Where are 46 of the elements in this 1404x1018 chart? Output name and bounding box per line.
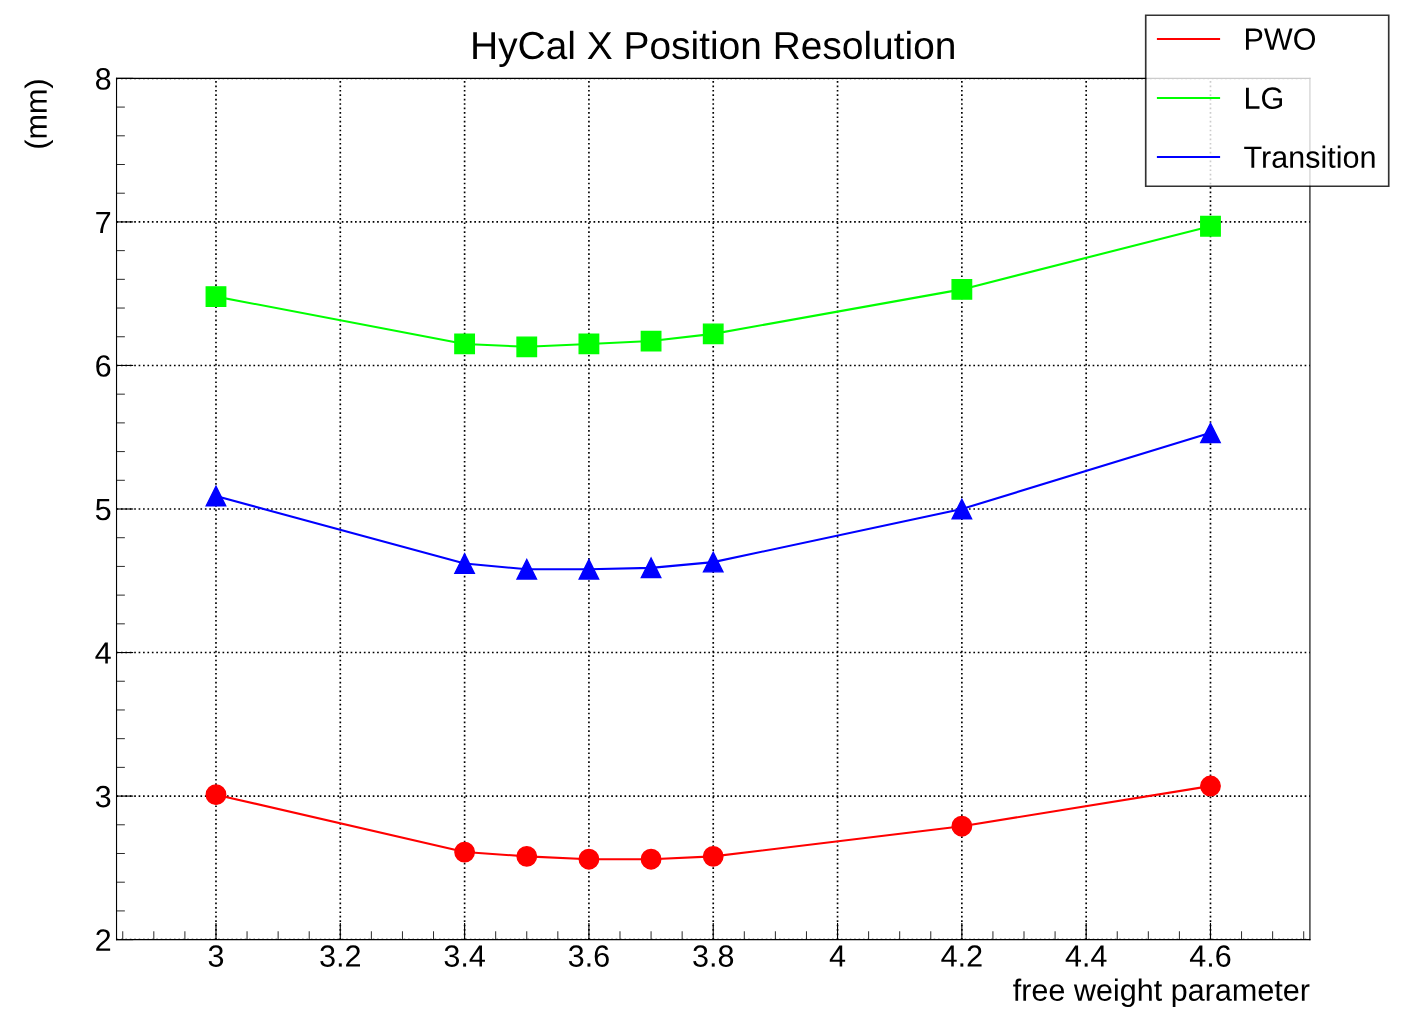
x-tick-label: 3.2 <box>320 945 360 967</box>
x-tick-label: 4.6 <box>1189 945 1231 967</box>
point <box>702 551 724 573</box>
x-tick-label: 3.8 <box>693 945 734 967</box>
point <box>951 815 973 837</box>
x-tick-label: 3.6 <box>568 945 609 967</box>
y-tick-label: 3 <box>95 785 111 808</box>
point <box>1200 422 1221 444</box>
point <box>702 323 724 345</box>
legend-label: Transition <box>1244 145 1375 169</box>
point <box>578 558 600 580</box>
y-tick-label: 8 <box>96 68 111 90</box>
point <box>951 278 973 300</box>
point <box>640 848 662 870</box>
legend-label: LG <box>1246 87 1282 109</box>
y-tick-label: 4 <box>95 642 111 664</box>
point <box>205 784 227 806</box>
chart-title: HyCal X Position Resolution <box>473 30 954 68</box>
y-tick-label: 6 <box>96 355 111 377</box>
point <box>516 845 538 867</box>
point <box>205 286 227 307</box>
y-axis-title: (mm) <box>24 80 53 148</box>
point <box>516 336 538 358</box>
x-tick-label: 4 <box>829 945 846 967</box>
y-tick-label: 2 <box>96 929 111 951</box>
y-tick-label: 7 <box>96 211 111 233</box>
point <box>454 553 476 574</box>
point <box>951 498 973 520</box>
legend-label: PWO <box>1246 28 1316 50</box>
point <box>640 330 662 352</box>
point <box>205 485 227 507</box>
point <box>640 557 662 579</box>
point <box>578 333 600 355</box>
x-tick-label: 3 <box>208 945 224 967</box>
point <box>516 558 538 580</box>
x-tick-label: 3.4 <box>444 945 485 967</box>
x-tick-label: 4.2 <box>941 945 982 967</box>
point <box>454 841 476 863</box>
point <box>1200 215 1221 237</box>
y-tick-label: 5 <box>95 499 111 521</box>
point <box>702 845 724 867</box>
point <box>454 333 476 355</box>
x-tick-label: 4.4 <box>1065 945 1107 967</box>
point <box>578 848 600 870</box>
x-axis-title: free weight parameter <box>1013 978 1310 1007</box>
point <box>1200 775 1221 797</box>
